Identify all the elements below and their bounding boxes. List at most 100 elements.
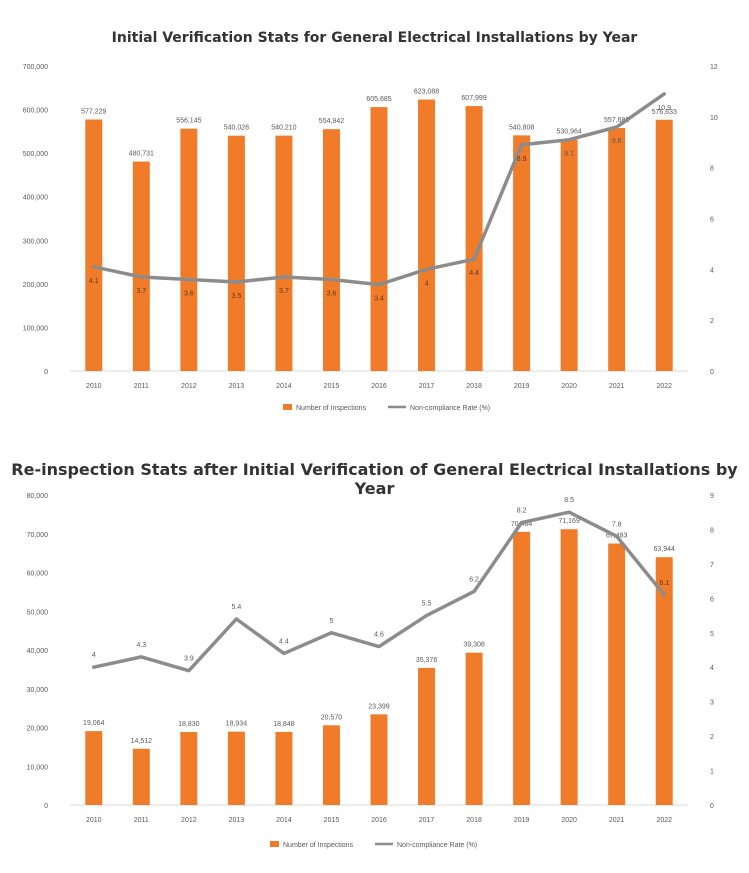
line-point: [472, 257, 476, 261]
legend-swatch-bar: [283, 404, 292, 410]
line-data-label: 3.9: [184, 656, 194, 663]
line-point: [520, 521, 524, 525]
y-right-tick-label: 7: [710, 562, 714, 569]
bar-data-label: 18,934: [226, 721, 248, 728]
bar: [608, 128, 626, 371]
legend-label-bar: Number of Inspections: [296, 405, 367, 412]
bar-data-label: 557,682: [604, 117, 629, 124]
y-right-tick-label: 10: [710, 115, 718, 122]
x-tick-label: 2011: [134, 383, 149, 390]
x-tick-label: 2015: [324, 817, 340, 824]
bar: [370, 714, 388, 805]
bar-data-label: 623,088: [414, 89, 439, 96]
line-data-label: 8.9: [517, 156, 527, 163]
line-point: [615, 125, 619, 129]
bar: [655, 119, 673, 371]
y-right-tick-label: 3: [710, 700, 714, 707]
line-data-label: 8.5: [564, 497, 574, 504]
bar-data-label: 530,964: [556, 129, 581, 136]
bar-data-label: 480,731: [129, 151, 154, 158]
line-point: [139, 275, 143, 279]
y-left-tick-label: 20,000: [27, 726, 49, 733]
bar: [418, 667, 436, 805]
line-point: [234, 617, 238, 621]
x-tick-label: 2014: [276, 383, 292, 390]
line-point: [567, 510, 571, 514]
y-right-tick-label: 6: [710, 596, 714, 603]
line-data-label: 3.7: [136, 288, 146, 295]
legend-label-line: Non-compliance Rate (%): [397, 842, 477, 849]
bar: [275, 731, 293, 805]
bar: [655, 557, 673, 805]
bar-data-label: 20,570: [321, 714, 343, 721]
x-tick-label: 2017: [419, 817, 435, 824]
bar-data-label: 554,942: [319, 118, 344, 125]
line-point: [329, 631, 333, 635]
bar-data-label: 14,512: [131, 738, 153, 745]
bar-data-label: 23,399: [368, 703, 390, 710]
line-data-label: 4.1: [89, 278, 99, 285]
bar-data-label: 576,633: [652, 109, 677, 116]
legend-swatch-bar: [270, 841, 279, 847]
bar: [322, 129, 340, 371]
y-left-tick-label: 0: [44, 369, 48, 376]
legend-label-line: Non-compliance Rate (%): [410, 405, 490, 412]
line-point: [520, 143, 524, 147]
line-data-label: 6.2: [469, 576, 479, 583]
line-data-label: 5.4: [232, 604, 242, 611]
x-tick-label: 2021: [609, 383, 625, 390]
line-point: [615, 534, 619, 538]
y-right-tick-label: 0: [710, 369, 714, 376]
line-data-label: 4.3: [136, 642, 146, 649]
bar-data-label: 63,944: [654, 546, 676, 553]
bar: [465, 106, 483, 371]
line-point: [472, 589, 476, 593]
y-right-tick-label: 8: [710, 166, 714, 173]
bar-data-label: 556,145: [176, 118, 201, 125]
line-point: [377, 283, 381, 287]
y-left-tick-label: 300,000: [23, 238, 48, 245]
bar-data-label: 19,064: [83, 720, 105, 727]
line-data-label: 7.8: [612, 521, 622, 528]
bar-data-label: 540,028: [224, 125, 249, 132]
y-left-tick-label: 30,000: [27, 687, 49, 694]
x-tick-label: 2020: [561, 383, 577, 390]
line-point: [567, 138, 571, 142]
y-left-tick-label: 700,000: [23, 64, 48, 71]
line-point: [234, 280, 238, 284]
y-left-tick-label: 100,000: [23, 325, 48, 332]
line-data-label: 3.7: [279, 288, 289, 295]
x-tick-label: 2016: [371, 817, 387, 824]
y-right-tick-label: 8: [710, 527, 714, 534]
x-tick-label: 2016: [371, 383, 387, 390]
y-left-tick-label: 40,000: [27, 648, 49, 655]
x-tick-label: 2021: [609, 817, 625, 824]
bar-data-label: 39,308: [463, 642, 485, 649]
line-point: [425, 614, 429, 618]
y-left-tick-label: 500,000: [23, 151, 48, 158]
line-point: [377, 645, 381, 649]
x-tick-label: 2019: [514, 817, 530, 824]
bar: [418, 99, 436, 371]
y-left-tick-label: 80,000: [27, 493, 49, 500]
line-point: [662, 593, 666, 597]
x-tick-label: 2011: [134, 817, 149, 824]
y-left-tick-label: 600,000: [23, 108, 48, 115]
chart-title: Re-inspection Stats after Initial Verifi…: [11, 460, 738, 498]
y-right-tick-label: 6: [710, 217, 714, 224]
bar-data-label: 577,229: [81, 108, 106, 115]
bar-data-label: 607,999: [461, 95, 486, 102]
bar: [180, 128, 198, 371]
y-left-tick-label: 70,000: [27, 532, 49, 539]
y-left-tick-label: 50,000: [27, 609, 49, 616]
x-tick-label: 2018: [466, 817, 482, 824]
line-data-label: 6.1: [659, 580, 669, 587]
line-point: [282, 651, 286, 655]
chart-initial-verification: Initial Verification Stats for General E…: [0, 0, 749, 430]
y-right-tick-label: 4: [710, 665, 714, 672]
bar: [85, 119, 103, 372]
bar-data-label: 18,830: [178, 721, 200, 728]
line-point: [662, 92, 666, 96]
bar: [180, 732, 198, 805]
bar: [85, 731, 103, 805]
